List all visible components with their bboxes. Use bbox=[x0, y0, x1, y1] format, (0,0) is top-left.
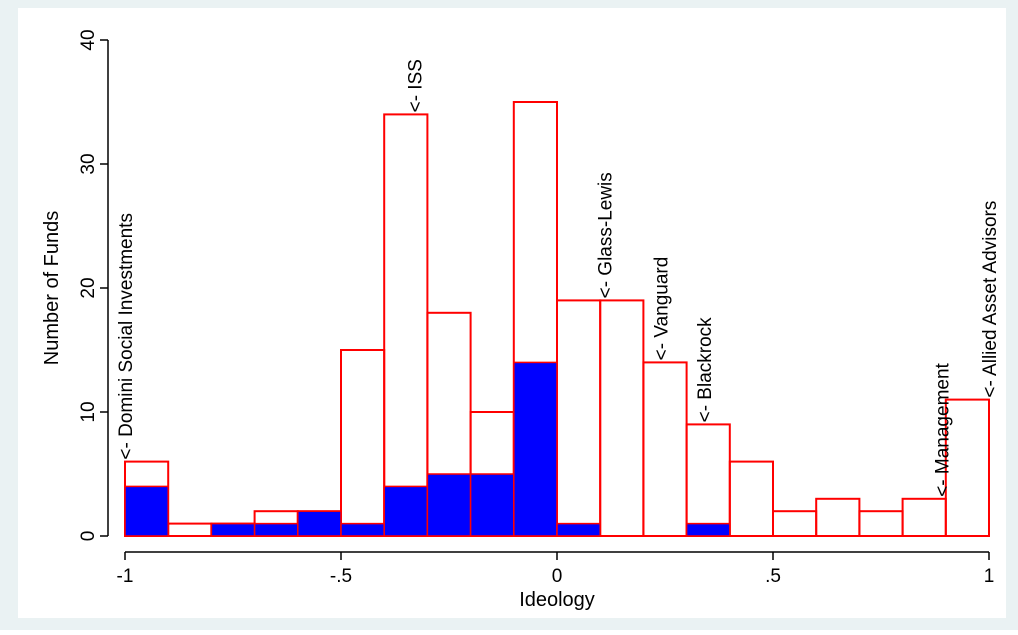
x-tick-label: -.5 bbox=[330, 566, 352, 587]
y-tick-label: 20 bbox=[78, 277, 99, 298]
y-tick-label: 10 bbox=[78, 401, 99, 422]
annotation-label: <- Management bbox=[932, 362, 953, 496]
bar-filled bbox=[469, 473, 515, 537]
bar-total bbox=[728, 460, 774, 538]
bar-filled bbox=[685, 522, 731, 537]
y-axis-label: Number of Funds bbox=[41, 211, 63, 366]
y-tick-label: 0 bbox=[78, 531, 99, 542]
bar-filled bbox=[297, 510, 342, 537]
bar-filled bbox=[340, 522, 385, 537]
x-tick-label: 1 bbox=[984, 566, 995, 587]
x-tick-label: -1 bbox=[117, 566, 134, 587]
annotation-label: <- ISS bbox=[405, 59, 426, 112]
y-tick-label: 40 bbox=[78, 29, 99, 50]
annotation-label: <- Domini Social Investments bbox=[116, 213, 137, 460]
bar-filled bbox=[253, 522, 299, 537]
x-tick-label: .5 bbox=[765, 566, 781, 587]
bar-total bbox=[944, 398, 990, 537]
bar-filled bbox=[210, 522, 256, 537]
bar-filled bbox=[426, 473, 472, 537]
x-axis-label: Ideology bbox=[519, 589, 595, 611]
annotation-label: <- Vanguard bbox=[652, 257, 673, 361]
annotation-label: <- Allied Asset Advisors bbox=[980, 201, 1001, 398]
bar-filled bbox=[556, 522, 601, 537]
annotation-label: <- Blackrock bbox=[695, 317, 716, 423]
bar-filled bbox=[383, 485, 429, 537]
annotation-label: <- Glass-Lewis bbox=[596, 172, 617, 298]
bar-filled bbox=[513, 361, 558, 537]
x-tick-label: 0 bbox=[552, 566, 563, 587]
y-tick-label: 30 bbox=[78, 153, 99, 174]
bar-filled bbox=[124, 485, 169, 537]
